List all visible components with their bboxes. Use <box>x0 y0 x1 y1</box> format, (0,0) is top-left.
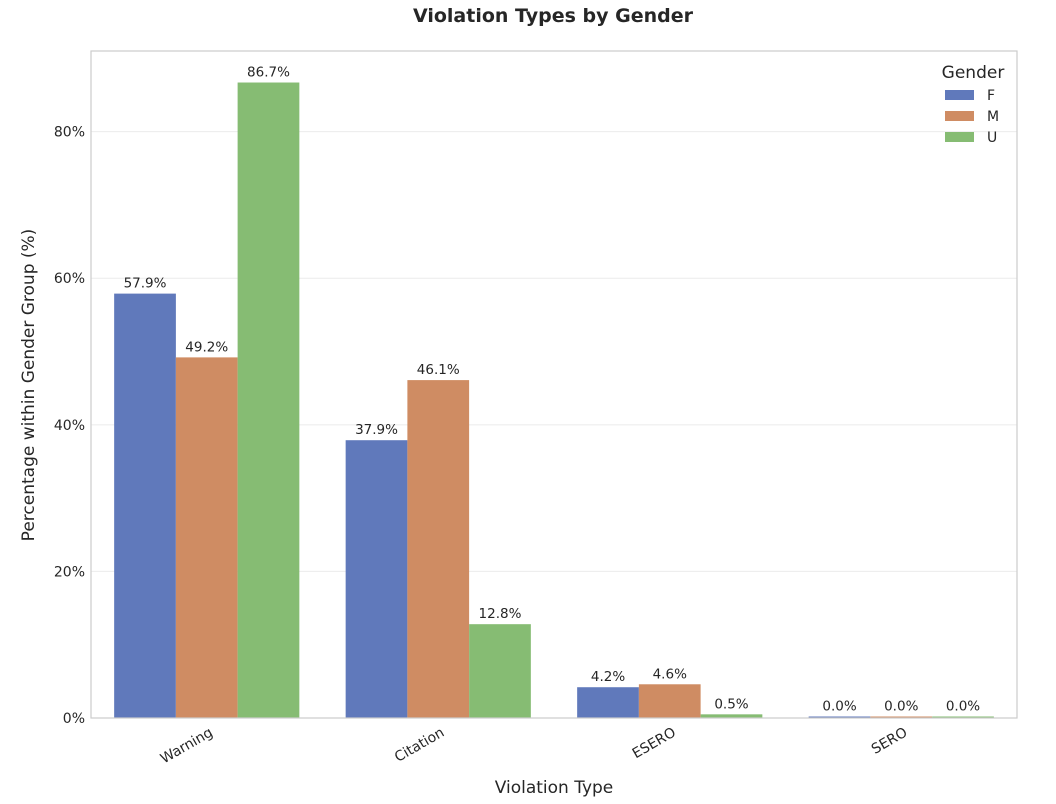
plot-frame <box>90 50 1018 719</box>
data-labels: 57.9% 49.2% 86.7% 37.9% 46.1% 12.8% 4.2% 4.6% 0.… <box>124 65 981 715</box>
legend-swatch <box>945 132 974 142</box>
legend-swatch <box>945 90 974 100</box>
y-axis-label: Percentage within Gender Group (%) <box>19 229 39 542</box>
legend: Gender FMU <box>942 63 1005 146</box>
legend-label: M <box>987 109 999 125</box>
data-label: 49.2% <box>185 339 228 355</box>
legend-swatch <box>945 111 974 121</box>
y-tick-label: 0% <box>63 711 85 727</box>
data-label: 0.0% <box>884 699 918 715</box>
y-tick-label: 20% <box>54 564 85 580</box>
bar-m-sero <box>870 716 933 718</box>
bar-u-sero <box>932 716 994 718</box>
legend-label: F <box>987 88 995 104</box>
bar-f-esero <box>577 687 639 718</box>
bar-m-citation <box>407 380 470 718</box>
y-tick-label: 60% <box>54 271 85 287</box>
legend-label: U <box>987 130 997 146</box>
data-label: 0.0% <box>822 699 856 715</box>
x-axis-label: Violation Type <box>495 778 614 798</box>
y-tick-label: 40% <box>54 418 85 434</box>
data-label: 4.2% <box>591 669 625 685</box>
y-tick-label: 80% <box>54 125 85 141</box>
chart-title: Violation Types by Gender <box>413 5 694 27</box>
data-label: 37.9% <box>355 422 398 438</box>
data-label: 4.6% <box>653 666 687 682</box>
data-label: 12.8% <box>479 606 522 622</box>
bar-u-esero <box>700 714 763 718</box>
y-axis-ticks: 0% 20% 40% 60% 80% <box>54 125 85 727</box>
bar-u-warning <box>237 82 300 719</box>
legend-title: Gender <box>942 63 1005 83</box>
data-label: 46.1% <box>417 362 460 378</box>
data-label: 0.5% <box>714 696 748 712</box>
bar-m-esero <box>638 684 701 718</box>
bars <box>114 82 994 719</box>
data-label: 86.7% <box>247 65 290 81</box>
data-label: 57.9% <box>124 276 167 292</box>
bar-f-warning <box>114 293 176 718</box>
bar-f-sero <box>808 716 871 718</box>
bar-f-citation <box>345 440 408 718</box>
bar-m-warning <box>175 357 238 718</box>
data-label: 0.0% <box>946 699 980 715</box>
bar-u-citation <box>469 624 531 718</box>
